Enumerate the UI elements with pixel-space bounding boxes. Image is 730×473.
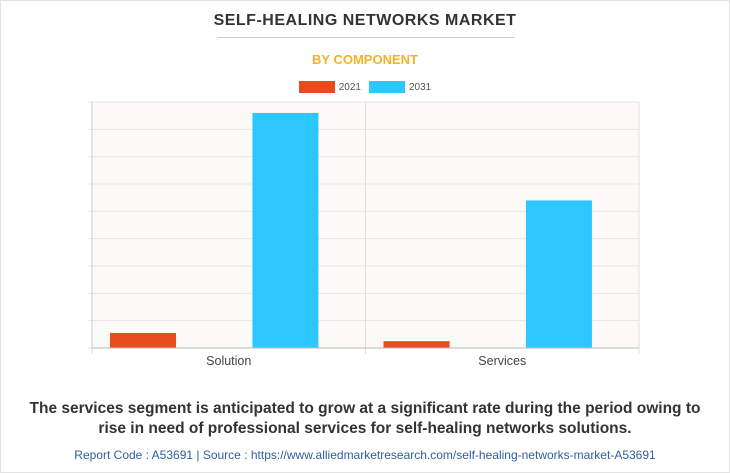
bar-services-2031 <box>525 200 592 348</box>
bar-chart: Solution Services <box>88 101 640 368</box>
title-divider <box>217 37 515 38</box>
bar-solution-2021 <box>110 332 177 348</box>
chart-legend: 2021 2031 <box>1 81 729 93</box>
bar-solution-2031 <box>252 112 319 348</box>
x-tick-label-solution: Solution <box>206 354 251 368</box>
legend-label-2031: 2031 <box>409 81 432 93</box>
chart-subtitle: BY COMPONENT <box>312 52 418 67</box>
legend-item-2021: 2021 <box>298 81 361 93</box>
legend-label-2021: 2021 <box>338 81 361 93</box>
chart-caption: The services segment is anticipated to g… <box>29 400 701 437</box>
legend-item-2031: 2031 <box>369 81 431 93</box>
bar-services-2021 <box>383 341 450 348</box>
chart-title: SELF-HEALING NETWORKS MARKET <box>213 12 517 29</box>
legend-swatch-2021 <box>298 81 335 93</box>
x-tick-label-services: Services <box>478 354 526 368</box>
legend-swatch-2031 <box>369 81 405 93</box>
report-source-footer: Report Code : A53691 | Source : https://… <box>74 448 656 462</box>
